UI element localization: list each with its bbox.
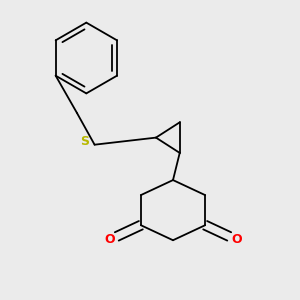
Text: S: S xyxy=(80,135,89,148)
Text: O: O xyxy=(104,233,115,246)
Text: O: O xyxy=(231,233,242,246)
